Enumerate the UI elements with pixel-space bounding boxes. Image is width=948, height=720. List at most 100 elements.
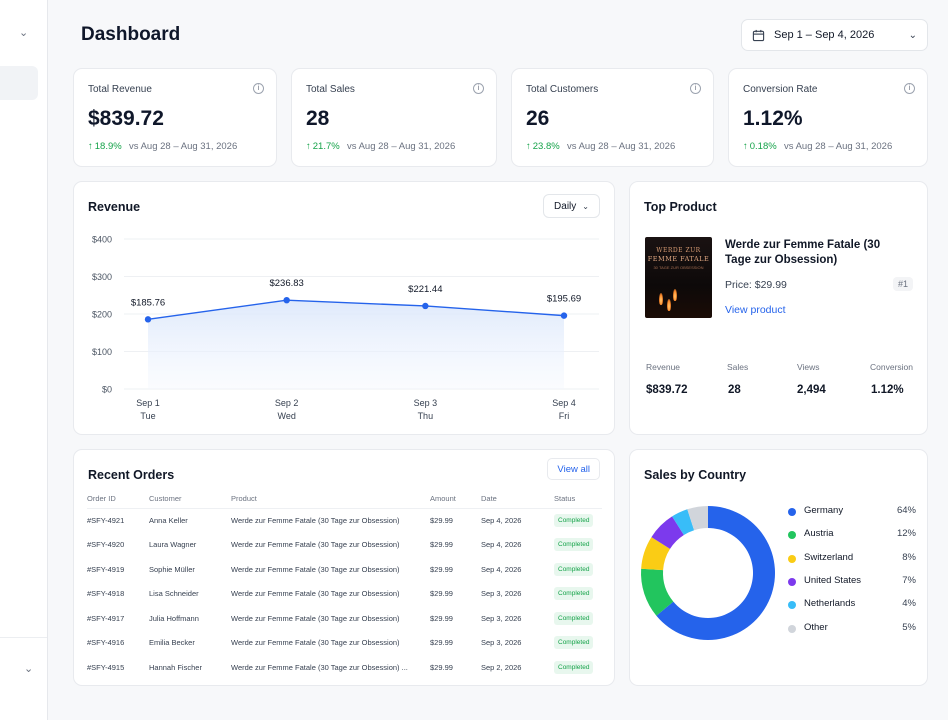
data-point (144, 316, 152, 323)
info-icon[interactable]: i (690, 83, 701, 94)
kpi-delta: ↑ 18.9% vs Aug 28 – Aug 31, 2026 (88, 141, 238, 152)
table-row[interactable]: #SFY-4919 Sophie Müller Werde zur Femme Fa… (87, 557, 602, 582)
table-cell: Werde zur Femme Fatale (30 Tage zur Obse… (231, 662, 408, 672)
kpi-delta: ↑ 0.18% vs Aug 28 – Aug 31, 2026 (743, 141, 893, 152)
view-product-link[interactable]: View product (725, 304, 786, 316)
status-badge: Completed (554, 587, 594, 601)
info-icon[interactable]: i (253, 83, 264, 94)
legend-item: Austria 12% (788, 528, 916, 542)
x-tick-label: Sep 4 (552, 398, 576, 408)
x-tick-weekday: Fri (559, 411, 570, 421)
legend-country-name: Germany (804, 505, 844, 516)
legend-dot (788, 554, 796, 563)
stat-value: 28 (728, 384, 741, 396)
kpi-card-conversion-rate: Conversion Rate i 1.12% ↑ 0.18% vs Aug 28… (728, 68, 928, 167)
date-range-label: Sep 1 – Sep 4, 2026 (774, 29, 875, 41)
table-cell: Sep 3, 2026 (481, 613, 522, 623)
kpi-card-total-revenue: Total Revenue i $839.72 ↑ 18.9% vs Aug 28… (73, 68, 277, 167)
y-tick-label: $300 (92, 272, 112, 282)
chevron-down-icon[interactable]: ⌄ (19, 27, 29, 39)
data-label: $221.44 (408, 284, 442, 295)
legend-country-name: Other (804, 621, 828, 633)
column-header: Product (231, 490, 430, 509)
rank-badge: #1 (892, 277, 913, 291)
date-range-picker[interactable]: Sep 1 – Sep 4, 2026 ⌄ (741, 19, 928, 51)
sidebar-active-item[interactable] (0, 66, 38, 100)
donut-slice (640, 568, 674, 616)
table-cell: Werde zur Femme Fatale (30 Tage zur Obse… (231, 540, 400, 550)
legend-dot (788, 624, 796, 633)
donut-slice (672, 509, 695, 536)
table-row[interactable]: #SFY-4916 Emilia Becker Werde zur Femme Fa… (87, 631, 602, 656)
kpi-delta: ↑ 21.7% vs Aug 28 – Aug 31, 2026 (306, 141, 456, 152)
table-cell: Julia Hoffmann (149, 613, 199, 623)
orders-table: Order ID Customer Product Amount Date St… (87, 490, 602, 680)
interval-select[interactable]: Daily ⌄ (543, 194, 600, 218)
table-cell: #SFY-4921 (87, 516, 125, 525)
table-cell: Sep 3, 2026 (481, 589, 522, 599)
table-row[interactable]: #SFY-4918 Lisa Schneider Werde zur Femme F… (87, 582, 602, 607)
column-header: Amount (430, 490, 481, 509)
data-point (283, 296, 290, 304)
kpi-value: 28 (306, 107, 330, 130)
legend-country-pct: 8% (902, 551, 916, 563)
legend-item: Other 5% (788, 622, 916, 636)
legend-dot (788, 577, 796, 586)
kpi-label: Conversion Rate (743, 84, 818, 95)
x-tick-weekday: Tue (140, 411, 155, 421)
data-point (560, 312, 568, 319)
stat-value: 2,494 (797, 384, 826, 396)
arrow-up-icon: ↑ (306, 141, 311, 152)
table-cell: Completed (554, 606, 602, 631)
legend-item: Switzerland 8% (788, 552, 916, 566)
data-label: $185.76 (131, 297, 165, 308)
table-cell: Completed (554, 508, 602, 533)
table-cell: #SFY-4920 (87, 540, 125, 550)
legend-country-name: Switzerland (804, 551, 854, 563)
table-cell: #SFY-4918 (87, 589, 125, 599)
info-icon[interactable]: i (904, 83, 915, 94)
table-row[interactable]: #SFY-4920 Laura Wagner Werde zur Femme Fat… (87, 533, 602, 558)
legend-country-name: United States (804, 574, 862, 586)
table-cell: $29.99 (430, 638, 453, 648)
arrow-up-icon: ↑ (88, 141, 93, 152)
table-header-row: Order ID Customer Product Amount Date St… (87, 490, 602, 509)
donut-slice (687, 506, 708, 531)
table-cell: Werde zur Femme Fatale (30 Tage zur Obse… (231, 516, 400, 525)
table-cell: Sep 2, 2026 (481, 662, 522, 672)
chevron-down-icon: ⌄ (582, 201, 589, 211)
table-row[interactable]: #SFY-4915 Hannah Fischer Werde zur Femme F… (87, 655, 602, 680)
table-cell: $29.99 (430, 540, 453, 550)
kpi-value: 26 (526, 107, 550, 130)
product-cover-title: FEMME FATALE (647, 255, 710, 263)
table-cell: Anna Keller (149, 516, 188, 525)
view-all-button[interactable]: View all (547, 458, 600, 480)
table-cell: Completed (554, 655, 602, 680)
table-cell: #SFY-4917 (87, 613, 125, 623)
sales-by-country-card: Sales by Country Germany 64% Austria 12% Swi… (629, 449, 928, 686)
table-row[interactable]: #SFY-4921 Anna Keller Werde zur Femme Fata… (87, 508, 602, 533)
table-row[interactable]: #SFY-4917 Julia Hoffmann Werde zur Femme F… (87, 606, 602, 631)
revenue-area (148, 300, 564, 389)
status-badge: Completed (554, 660, 594, 674)
table-cell: Laura Wagner (149, 540, 197, 550)
revenue-chart: $400 $300 $200 $100 $0 $185.76 Sep 1 Tue $236.83… (92, 235, 599, 421)
legend-item: Germany 64% (788, 505, 916, 519)
candle-flame (673, 289, 677, 301)
table-cell: Completed (554, 557, 602, 582)
product-cover-image[interactable]: WERDE ZUR FEMME FATALE 30 TAGE ZUR OBSES… (645, 237, 712, 318)
top-product-title: Top Product (644, 200, 717, 214)
table-cell: Werde zur Femme Fatale (30 Tage zur Obse… (231, 589, 400, 599)
info-icon[interactable]: i (473, 83, 484, 94)
candle-flame (659, 293, 663, 305)
stat-label: Revenue (646, 362, 681, 372)
legend-country-name: Austria (804, 528, 834, 540)
sidebar: ⌄ ⌄ (0, 0, 48, 720)
donut-slice (656, 506, 776, 640)
chevron-down-icon[interactable]: ⌄ (24, 663, 34, 675)
stat-value: 1.12% (871, 384, 904, 396)
chevron-down-icon: ⌄ (908, 29, 917, 41)
table-cell: Werde zur Femme Fatale (30 Tage zur Obse… (231, 564, 400, 574)
arrow-up-icon: ↑ (743, 141, 748, 152)
column-header: Date (481, 490, 554, 509)
